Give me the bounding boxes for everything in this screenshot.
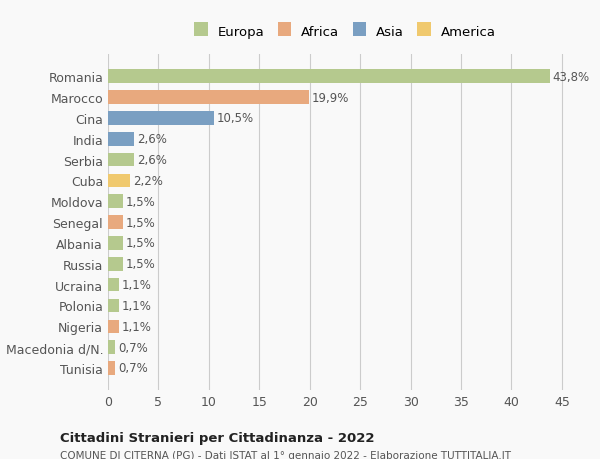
Text: 0,7%: 0,7% bbox=[118, 341, 148, 354]
Text: 1,1%: 1,1% bbox=[122, 299, 152, 312]
Bar bbox=[108, 216, 123, 230]
Bar bbox=[108, 320, 119, 333]
Text: 2,2%: 2,2% bbox=[133, 174, 163, 188]
Text: 0,7%: 0,7% bbox=[118, 362, 148, 375]
Bar bbox=[108, 195, 123, 208]
Bar bbox=[108, 91, 308, 105]
Bar bbox=[108, 341, 115, 354]
Legend: Europa, Africa, Asia, America: Europa, Africa, Asia, America bbox=[190, 22, 500, 43]
Bar bbox=[108, 153, 134, 167]
Text: 1,5%: 1,5% bbox=[126, 216, 156, 229]
Text: 1,5%: 1,5% bbox=[126, 257, 156, 271]
Bar bbox=[108, 133, 134, 146]
Bar bbox=[108, 174, 130, 188]
Text: 1,5%: 1,5% bbox=[126, 237, 156, 250]
Bar bbox=[108, 361, 115, 375]
Bar bbox=[108, 257, 123, 271]
Bar bbox=[108, 112, 214, 125]
Text: 1,1%: 1,1% bbox=[122, 320, 152, 333]
Text: 1,5%: 1,5% bbox=[126, 196, 156, 208]
Text: 1,1%: 1,1% bbox=[122, 279, 152, 291]
Text: COMUNE DI CITERNA (PG) - Dati ISTAT al 1° gennaio 2022 - Elaborazione TUTTITALIA: COMUNE DI CITERNA (PG) - Dati ISTAT al 1… bbox=[60, 450, 511, 459]
Text: 10,5%: 10,5% bbox=[217, 112, 254, 125]
Text: 19,9%: 19,9% bbox=[312, 91, 349, 104]
Text: 2,6%: 2,6% bbox=[137, 133, 167, 146]
Bar bbox=[108, 299, 119, 313]
Bar bbox=[108, 237, 123, 250]
Bar bbox=[108, 278, 119, 292]
Bar bbox=[108, 70, 550, 84]
Text: Cittadini Stranieri per Cittadinanza - 2022: Cittadini Stranieri per Cittadinanza - 2… bbox=[60, 431, 374, 444]
Text: 43,8%: 43,8% bbox=[553, 71, 590, 84]
Text: 2,6%: 2,6% bbox=[137, 154, 167, 167]
